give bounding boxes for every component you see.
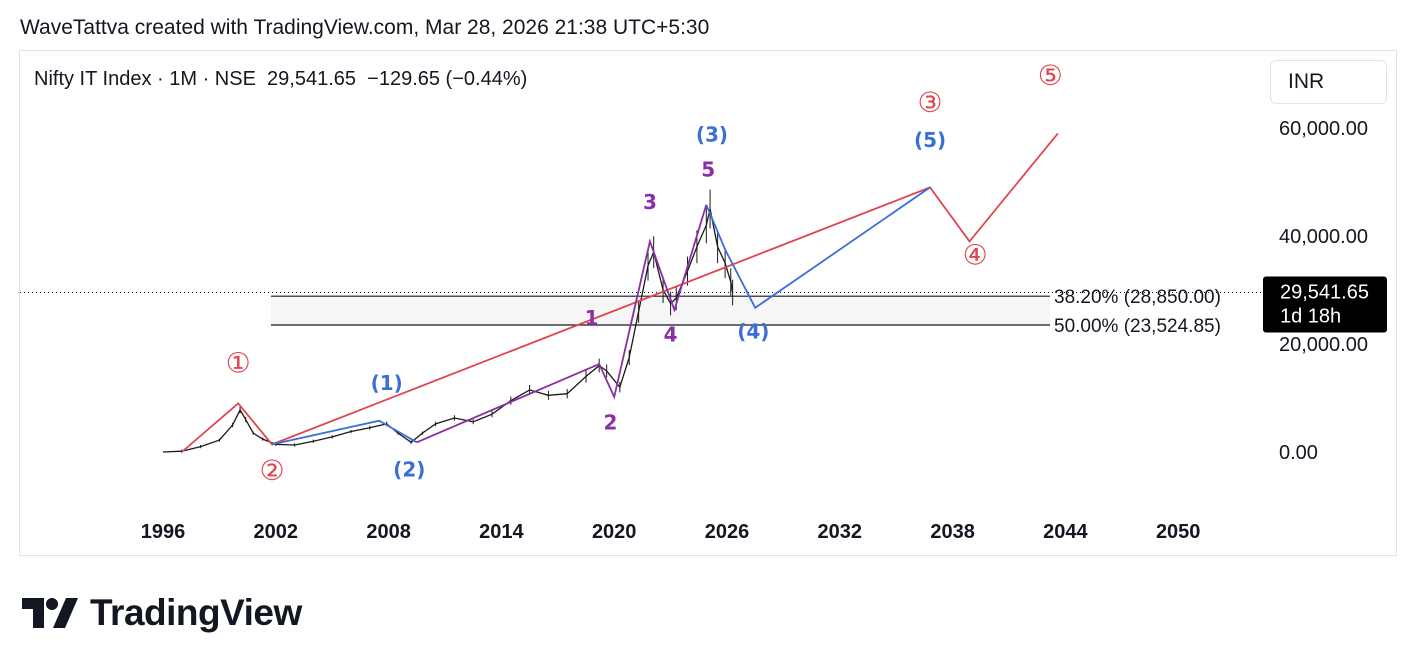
bar-countdown: 1d 18h xyxy=(1280,305,1341,327)
y-axis-tick-label: 20,000.00 xyxy=(1279,334,1368,356)
wave-label: (1) xyxy=(371,371,403,395)
wave-line-red[interactable] xyxy=(181,132,1059,453)
wave-label: ⑤ xyxy=(1038,59,1063,92)
x-axis-tick-label: 2050 xyxy=(1156,521,1201,543)
fib-level-label: 50.00% (23,524.85) xyxy=(1054,316,1221,337)
wave-label: ③ xyxy=(917,86,942,119)
fib-retracement-zone[interactable] xyxy=(271,296,1050,325)
currency-button[interactable]: INR xyxy=(1270,60,1387,104)
wave-line-purple[interactable] xyxy=(416,204,708,444)
chart-attribution: WaveTattva created with TradingView.com,… xyxy=(20,16,710,39)
wave-label: (5) xyxy=(914,128,946,152)
wave-label: 5 xyxy=(701,158,715,182)
last-price-badge-value: 29,541.65 xyxy=(1280,281,1369,303)
chart-frame xyxy=(19,50,1397,556)
tradingview-logo[interactable]: TradingView xyxy=(22,592,302,634)
symbol-legend: Nifty IT Index · 1M · NSE 29,541.65 −129… xyxy=(34,68,527,91)
symbol-name[interactable]: Nifty IT Index · 1M · NSE xyxy=(34,68,256,90)
wave-line-blue[interactable] xyxy=(271,419,418,446)
x-axis-tick-label: 1996 xyxy=(141,521,186,543)
wave-label: 1 xyxy=(585,306,599,330)
wave-label: 2 xyxy=(603,410,617,434)
x-axis-tick-label: 2008 xyxy=(366,521,411,543)
x-axis-tick-label: 2032 xyxy=(818,521,863,543)
wave-label: 3 xyxy=(643,190,657,214)
y-axis-tick-label: 0.00 xyxy=(1279,442,1318,464)
y-axis-tick-label: 40,000.00 xyxy=(1279,226,1368,248)
wave-label: 4 xyxy=(664,322,678,346)
wave-label: (3) xyxy=(696,123,728,147)
x-axis-tick-label: 2020 xyxy=(592,521,637,543)
wave-label: ① xyxy=(226,347,251,380)
price-change: −129.65 (−0.44%) xyxy=(367,68,528,90)
x-axis-tick-label: 2014 xyxy=(479,521,524,543)
x-axis-tick-label: 2044 xyxy=(1043,521,1088,543)
wave-label: ② xyxy=(259,454,284,487)
last-price-value: 29,541.65 xyxy=(267,68,357,90)
wave-line-blue2[interactable] xyxy=(705,186,931,310)
x-axis-tick-label: 2038 xyxy=(930,521,975,543)
wave-label: ④ xyxy=(963,239,988,272)
tradingview-logo-icon xyxy=(22,598,78,628)
last-price-badge xyxy=(1263,276,1387,333)
wave-label: (4) xyxy=(737,320,769,344)
x-axis-tick-label: 2002 xyxy=(254,521,299,543)
wave-label: (2) xyxy=(393,457,425,481)
y-axis-tick-label: 60,000.00 xyxy=(1279,118,1368,140)
x-axis-tick-label: 2026 xyxy=(705,521,750,543)
tradingview-wordmark: TradingView xyxy=(90,592,302,633)
fib-level-label: 38.20% (28,850.00) xyxy=(1054,287,1221,308)
